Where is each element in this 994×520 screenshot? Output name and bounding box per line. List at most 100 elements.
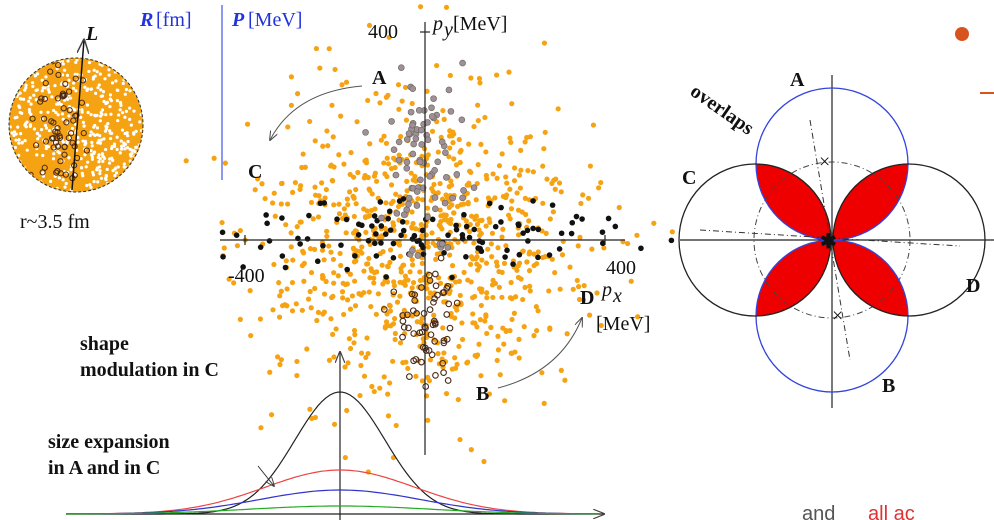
dot (117, 113, 121, 117)
dot (598, 179, 604, 186)
dot (514, 190, 520, 196)
dot (361, 268, 367, 274)
dot (33, 186, 37, 190)
dot (411, 291, 419, 299)
dot (379, 262, 385, 268)
dot (589, 246, 595, 252)
dot (333, 326, 339, 332)
dot (378, 214, 385, 222)
dot (126, 61, 130, 65)
dot (397, 340, 404, 346)
dot (297, 241, 303, 247)
dot (183, 158, 189, 164)
dot (499, 151, 505, 157)
dot (62, 68, 67, 72)
dot (496, 163, 503, 169)
dot (473, 353, 480, 360)
dot (103, 129, 108, 133)
dot (116, 165, 120, 169)
dot (110, 81, 115, 85)
dot (549, 202, 556, 208)
dot (32, 127, 37, 131)
dot (458, 116, 466, 124)
dot (300, 248, 306, 254)
dot (47, 90, 51, 94)
dot (331, 202, 337, 208)
dot (558, 189, 564, 195)
dot (467, 168, 473, 174)
dot (100, 112, 104, 117)
dot (108, 186, 113, 190)
dot (84, 165, 88, 169)
dot (398, 265, 404, 272)
dot (431, 194, 439, 201)
dot (24, 63, 29, 67)
dot (13, 168, 17, 172)
dot (351, 340, 357, 346)
dot (306, 212, 312, 219)
dot (420, 227, 426, 234)
dot (31, 84, 35, 89)
dot (317, 65, 323, 71)
dot (525, 238, 531, 244)
dot (416, 158, 424, 166)
dot (504, 192, 510, 198)
dot (541, 146, 547, 152)
dot (457, 159, 463, 166)
dot (484, 295, 490, 301)
dot (258, 425, 264, 431)
dot (130, 59, 134, 63)
dot (350, 230, 357, 236)
dot (41, 86, 45, 90)
dot (516, 355, 522, 361)
dot (371, 270, 378, 276)
dot (138, 189, 142, 191)
dot (527, 283, 533, 289)
dot (132, 172, 136, 177)
dot (382, 171, 388, 177)
dot (432, 270, 439, 278)
dot (445, 86, 453, 94)
dot (434, 251, 440, 257)
dot (331, 280, 337, 286)
dot (456, 343, 462, 350)
dot (408, 170, 414, 176)
profile-curve (66, 391, 598, 515)
dot (399, 317, 407, 325)
dot (307, 118, 313, 125)
dot (444, 195, 451, 201)
dot (46, 87, 50, 92)
dot (503, 174, 509, 180)
dot (477, 317, 483, 323)
dot (53, 169, 60, 176)
dot (460, 187, 467, 194)
dot (395, 156, 403, 164)
dot (490, 294, 496, 301)
dot (108, 136, 113, 141)
dot (137, 83, 142, 87)
dot (113, 59, 117, 62)
dot (424, 205, 431, 211)
dot (85, 88, 89, 92)
dot (576, 296, 583, 303)
dot (454, 307, 460, 313)
dot (324, 128, 330, 134)
dot (494, 263, 500, 269)
dot (385, 391, 391, 397)
dot (475, 162, 481, 168)
dot (10, 125, 12, 129)
dot (428, 351, 436, 359)
dot (305, 296, 312, 302)
dot (48, 118, 55, 125)
dot (371, 275, 377, 281)
dot (125, 178, 129, 182)
dot (362, 214, 369, 220)
dot (441, 116, 447, 122)
dot (383, 200, 389, 206)
dot (446, 219, 452, 225)
dot (437, 180, 443, 187)
dot (390, 146, 398, 154)
dot (467, 261, 474, 267)
dot (478, 302, 484, 309)
dot (294, 91, 301, 97)
